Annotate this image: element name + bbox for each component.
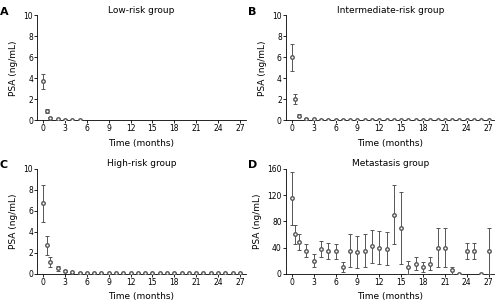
Text: C: C [0, 161, 8, 170]
X-axis label: Time (months): Time (months) [108, 139, 174, 148]
X-axis label: Time (months): Time (months) [108, 293, 174, 301]
X-axis label: Time (months): Time (months) [357, 139, 423, 148]
Title: High-risk group: High-risk group [107, 159, 176, 168]
Y-axis label: PSA (ng/mL): PSA (ng/mL) [258, 40, 266, 95]
Title: Low-risk group: Low-risk group [108, 6, 174, 14]
Text: A: A [0, 7, 8, 17]
Y-axis label: PSA (ng/mL): PSA (ng/mL) [252, 193, 262, 249]
X-axis label: Time (months): Time (months) [357, 293, 423, 301]
Title: Metastasis group: Metastasis group [352, 159, 429, 168]
Y-axis label: PSA (ng/mL): PSA (ng/mL) [9, 193, 18, 249]
Text: B: B [248, 7, 257, 17]
Text: D: D [248, 161, 258, 170]
Y-axis label: PSA (ng/mL): PSA (ng/mL) [9, 40, 18, 95]
Title: Intermediate-risk group: Intermediate-risk group [336, 6, 444, 14]
